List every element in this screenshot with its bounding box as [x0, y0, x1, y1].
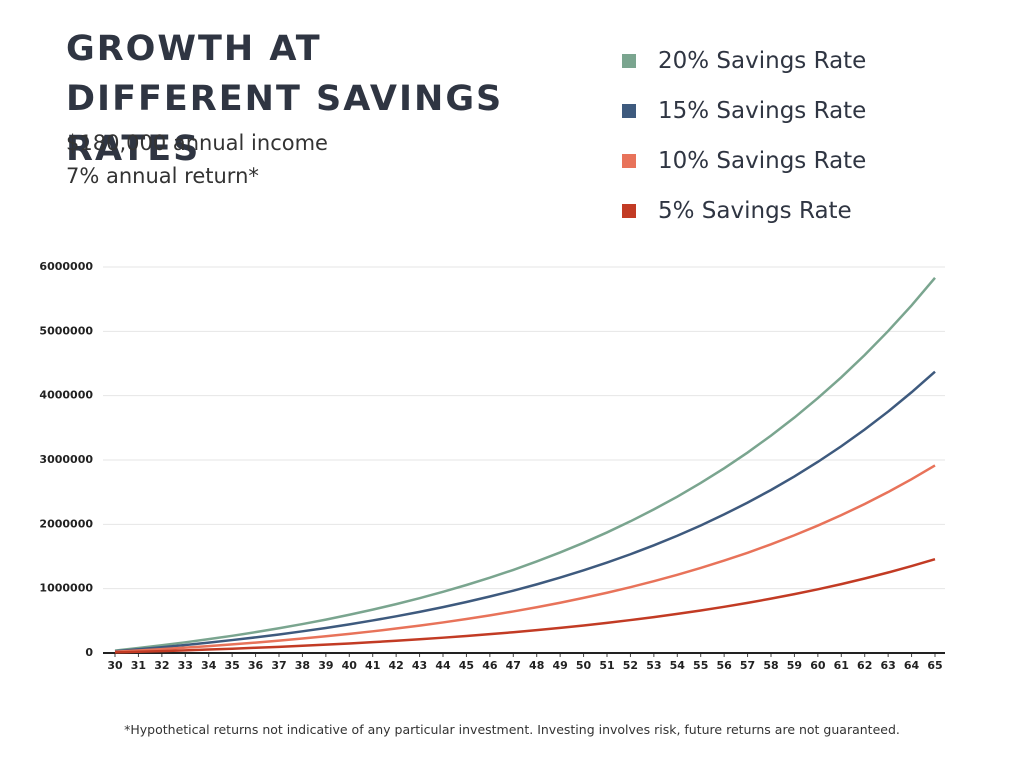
- x-tick-label: 48: [529, 659, 544, 672]
- x-tick-label: 39: [318, 659, 333, 672]
- x-tick-label: 32: [154, 659, 169, 672]
- y-tick-label: 2000000: [39, 517, 93, 530]
- y-tick-label: 3000000: [39, 453, 93, 466]
- legend-label: 20% Savings Rate: [658, 48, 867, 74]
- x-tick-label: 34: [201, 659, 217, 672]
- x-tick-label: 57: [740, 659, 755, 672]
- x-tick-label: 41: [365, 659, 380, 672]
- x-tick-label: 61: [834, 659, 849, 672]
- x-tick-label: 40: [342, 659, 358, 672]
- y-tick-label: 5000000: [39, 324, 93, 337]
- subtitle-line: $180,000 annual income: [66, 131, 328, 155]
- x-tick-label: 59: [787, 659, 802, 672]
- legend-item: 15% Savings Rate: [622, 86, 866, 136]
- x-tick-label: 53: [646, 659, 661, 672]
- x-tick-label: 38: [295, 659, 310, 672]
- x-tick-label: 36: [248, 659, 264, 672]
- series-line: [114, 464, 936, 654]
- x-tick-label: 55: [693, 659, 708, 672]
- legend: 20% Savings Rate 15% Savings Rate 10% Savi…: [622, 36, 866, 236]
- x-tick-label: 62: [857, 659, 872, 672]
- y-tick-label: 4000000: [39, 389, 93, 402]
- x-tick-label: 44: [435, 659, 451, 672]
- subtitle: $180,000 annual income 7% annual return*: [66, 127, 328, 193]
- legend-label: 10% Savings Rate: [658, 148, 867, 174]
- y-tick-label: 1000000: [39, 582, 93, 595]
- x-tick-label: 49: [552, 659, 567, 672]
- legend-label: 15% Savings Rate: [658, 98, 867, 124]
- legend-swatch: [622, 204, 636, 218]
- x-tick-label: 51: [599, 659, 614, 672]
- x-tick-label: 33: [178, 659, 193, 672]
- x-tick-label: 54: [670, 659, 686, 672]
- x-tick-label: 37: [271, 659, 286, 672]
- x-tick-label: 47: [506, 659, 521, 672]
- y-tick-label: 6000000: [39, 260, 93, 273]
- x-tick-label: 65: [927, 659, 942, 672]
- legend-item: 5% Savings Rate: [622, 186, 866, 236]
- x-tick-label: 56: [716, 659, 732, 672]
- legend-item: 20% Savings Rate: [622, 36, 866, 86]
- x-tick-label: 52: [623, 659, 638, 672]
- series-line: [114, 370, 936, 653]
- x-tick-label: 64: [904, 659, 920, 672]
- x-tick-label: 50: [576, 659, 592, 672]
- x-tick-label: 43: [412, 659, 427, 672]
- series-line: [114, 277, 936, 652]
- legend-swatch: [622, 54, 636, 68]
- legend-swatch: [622, 154, 636, 168]
- x-tick-label: 35: [224, 659, 239, 672]
- footnote: *Hypothetical returns not indicative of …: [124, 722, 900, 737]
- x-tick-label: 46: [482, 659, 498, 672]
- x-tick-label: 63: [880, 659, 895, 672]
- x-tick-label: 58: [763, 659, 778, 672]
- x-tick-label: 42: [388, 659, 403, 672]
- x-tick-label: 60: [810, 659, 826, 672]
- legend-item: 10% Savings Rate: [622, 136, 866, 186]
- series-line: [114, 558, 936, 654]
- x-tick-label: 30: [107, 659, 123, 672]
- legend-swatch: [622, 104, 636, 118]
- subtitle-line: 7% annual return*: [66, 164, 259, 188]
- y-tick-label: 0: [85, 646, 93, 659]
- legend-label: 5% Savings Rate: [658, 198, 852, 224]
- x-tick-label: 45: [459, 659, 474, 672]
- x-tick-label: 31: [131, 659, 146, 672]
- chart-title: GROWTH AT DIFFERENT SAVINGS RATES: [66, 29, 504, 169]
